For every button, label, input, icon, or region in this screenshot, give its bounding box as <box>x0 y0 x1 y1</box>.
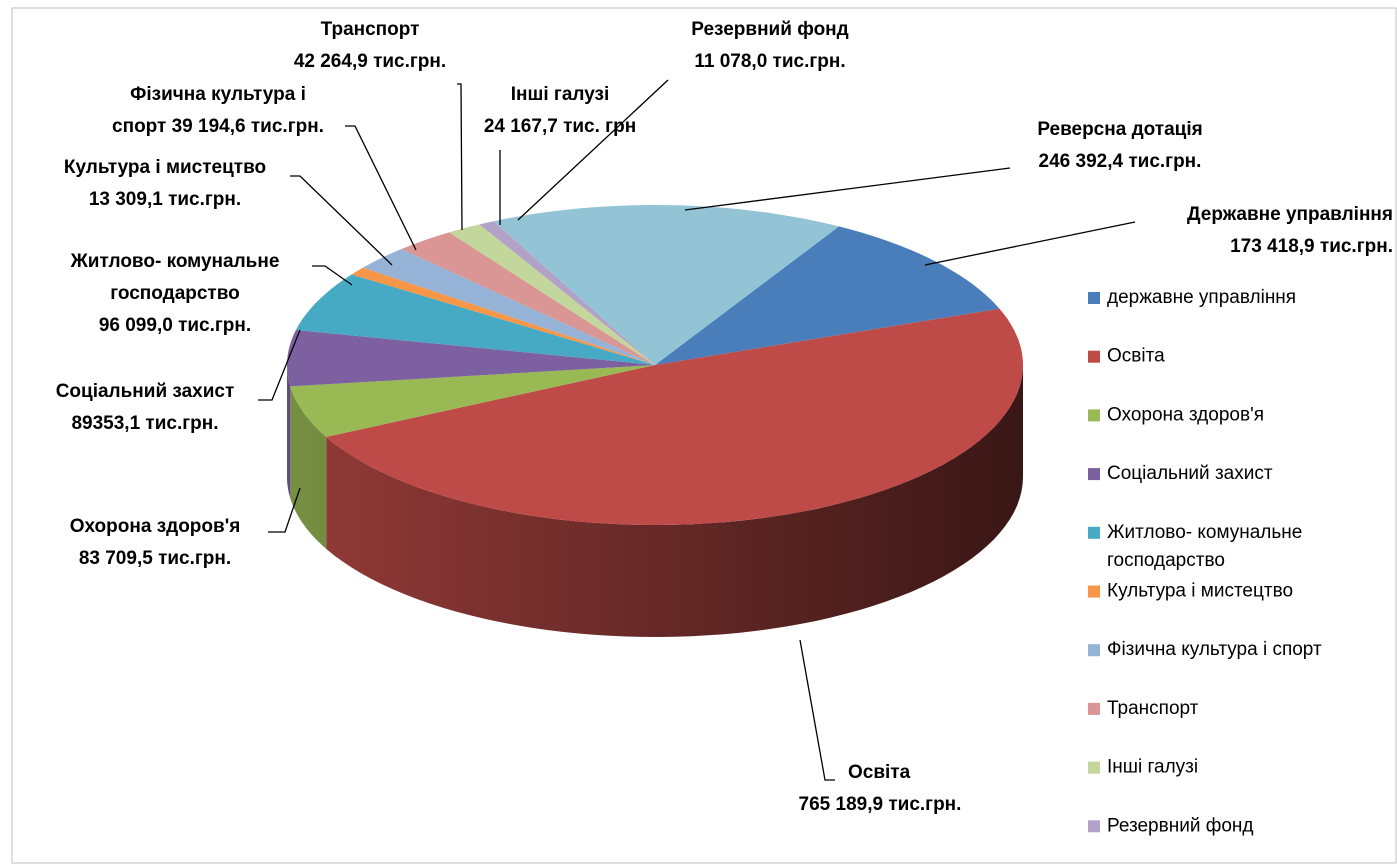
data-label: Державне управління <box>1187 204 1393 225</box>
legend-swatch <box>1088 468 1100 481</box>
legend-swatch <box>1088 585 1100 598</box>
slice <box>295 274 655 365</box>
data-label: Реверсна дотація <box>1037 119 1202 140</box>
data-label: 89353,1 тис.грн. <box>71 413 218 434</box>
slice <box>363 249 655 365</box>
data-label: Культура і мистецтво <box>64 157 266 178</box>
leader-line <box>457 83 463 231</box>
legend-label: державне управління <box>1107 287 1296 308</box>
slice-side <box>287 365 291 499</box>
legend-swatch <box>1088 702 1100 715</box>
data-label: Охорона здоров'я <box>70 516 241 537</box>
legend-label: Освіта <box>1107 346 1165 367</box>
leader-line <box>345 125 417 251</box>
data-label: господарство <box>110 283 240 304</box>
leader-line <box>517 79 669 221</box>
leader-line <box>290 175 393 266</box>
data-label: 13 309,1 тис.грн. <box>89 189 241 210</box>
leader-line <box>268 487 301 533</box>
data-label: Інші галузі <box>511 84 610 105</box>
legend-label: Фізична культура і спорт <box>1107 639 1322 660</box>
slice-side <box>290 386 327 549</box>
legend-label: Житлово- комунальне господарство <box>1107 522 1302 571</box>
data-label: спорт 39 194,6 тис.грн. <box>112 116 324 137</box>
data-label: 96 099,0 тис.грн. <box>99 315 251 336</box>
data-label: Освіта <box>848 762 911 783</box>
data-label: 173 418,9 тис.грн. <box>1230 236 1393 257</box>
slice <box>401 232 655 365</box>
slice <box>290 365 655 437</box>
data-label: Житлово- комунальне <box>70 251 280 272</box>
leader-line <box>799 639 835 781</box>
data-label: Фізична культура і <box>130 84 306 105</box>
legend-label: Транспорт <box>1107 698 1199 719</box>
data-label: Соціальний захист <box>56 381 235 402</box>
legend-label: Соціальний захист <box>1107 463 1273 484</box>
legend-swatch <box>1088 644 1100 657</box>
data-label: 765 189,9 тис.грн. <box>799 794 962 815</box>
data-label: Резервний фонд <box>691 19 848 40</box>
leader-line <box>684 167 1011 211</box>
legend-swatch <box>1088 409 1100 422</box>
data-label: 24 167,7 тис. грн <box>484 116 636 137</box>
legend-label: Культура і мистецтво <box>1107 581 1293 602</box>
data-label: 246 392,4 тис.грн. <box>1039 151 1202 172</box>
leader-line <box>312 265 353 286</box>
slice <box>479 221 655 365</box>
slice <box>449 224 655 365</box>
legend-swatch <box>1088 526 1100 539</box>
legend-label: Охорона здоров'я <box>1107 404 1264 425</box>
data-label: 83 709,5 тис.грн. <box>79 548 231 569</box>
legend-swatch <box>1088 761 1100 774</box>
slice <box>287 330 655 387</box>
legend-swatch <box>1088 820 1100 833</box>
data-label: Транспорт <box>321 19 420 40</box>
legend-label: Інші галузі <box>1107 757 1198 778</box>
slice <box>351 267 655 365</box>
legend-label: Резервний фонд <box>1107 815 1254 836</box>
leader-line <box>258 329 301 401</box>
legend-swatch <box>1088 292 1100 304</box>
data-label: 42 264,9 тис.грн. <box>294 51 446 72</box>
slice-side <box>326 365 1023 637</box>
leader-line <box>924 221 1136 266</box>
legend-swatch <box>1088 350 1100 363</box>
slice <box>655 226 1000 365</box>
slice <box>493 205 839 365</box>
slice <box>326 308 1023 525</box>
data-label: 11 078,0 тис.грн. <box>694 51 845 72</box>
